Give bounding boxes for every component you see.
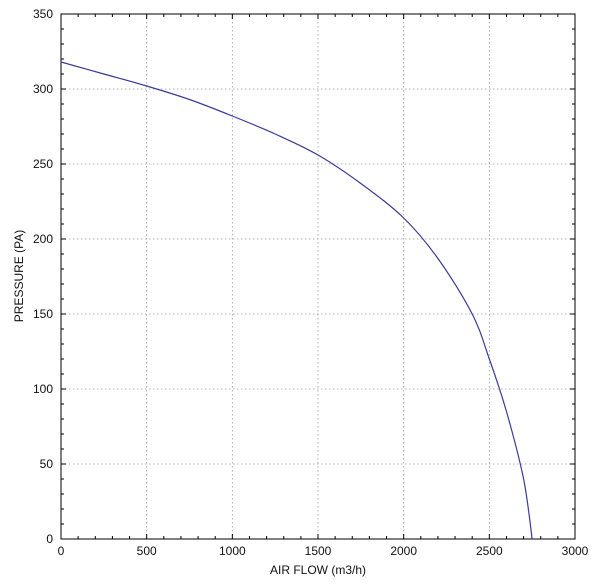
x-axis-label: AIR FLOW (m3/h) [270,563,366,577]
x-tick-label: 3000 [562,544,589,558]
grid-lines [61,14,575,539]
plot-series [60,61,533,540]
y-tick-label: 150 [33,307,53,321]
x-tick-label: 2000 [390,544,417,558]
y-tick-label: 350 [33,7,53,21]
x-tick-label: 2500 [476,544,503,558]
pressure-curve [60,61,533,540]
axis-ticks [60,13,576,540]
x-tick-label: 500 [137,544,157,558]
y-axis-label: PRESSURE (PA) [12,230,26,322]
y-tick-label: 50 [40,457,54,471]
y-tick-label: 0 [46,532,53,546]
x-tick-label: 0 [58,544,65,558]
y-tick-label: 100 [33,382,53,396]
x-tick-label: 1000 [219,544,246,558]
y-tick-label: 200 [33,232,53,246]
x-tick-label: 1500 [305,544,332,558]
y-tick-label: 250 [33,157,53,171]
plot-frame [60,13,576,540]
y-tick-label: 300 [33,82,53,96]
tick-labels: 0 500 1000 1500 2000 2500 3000 0 50 100 150 200 250 3… [33,7,589,558]
